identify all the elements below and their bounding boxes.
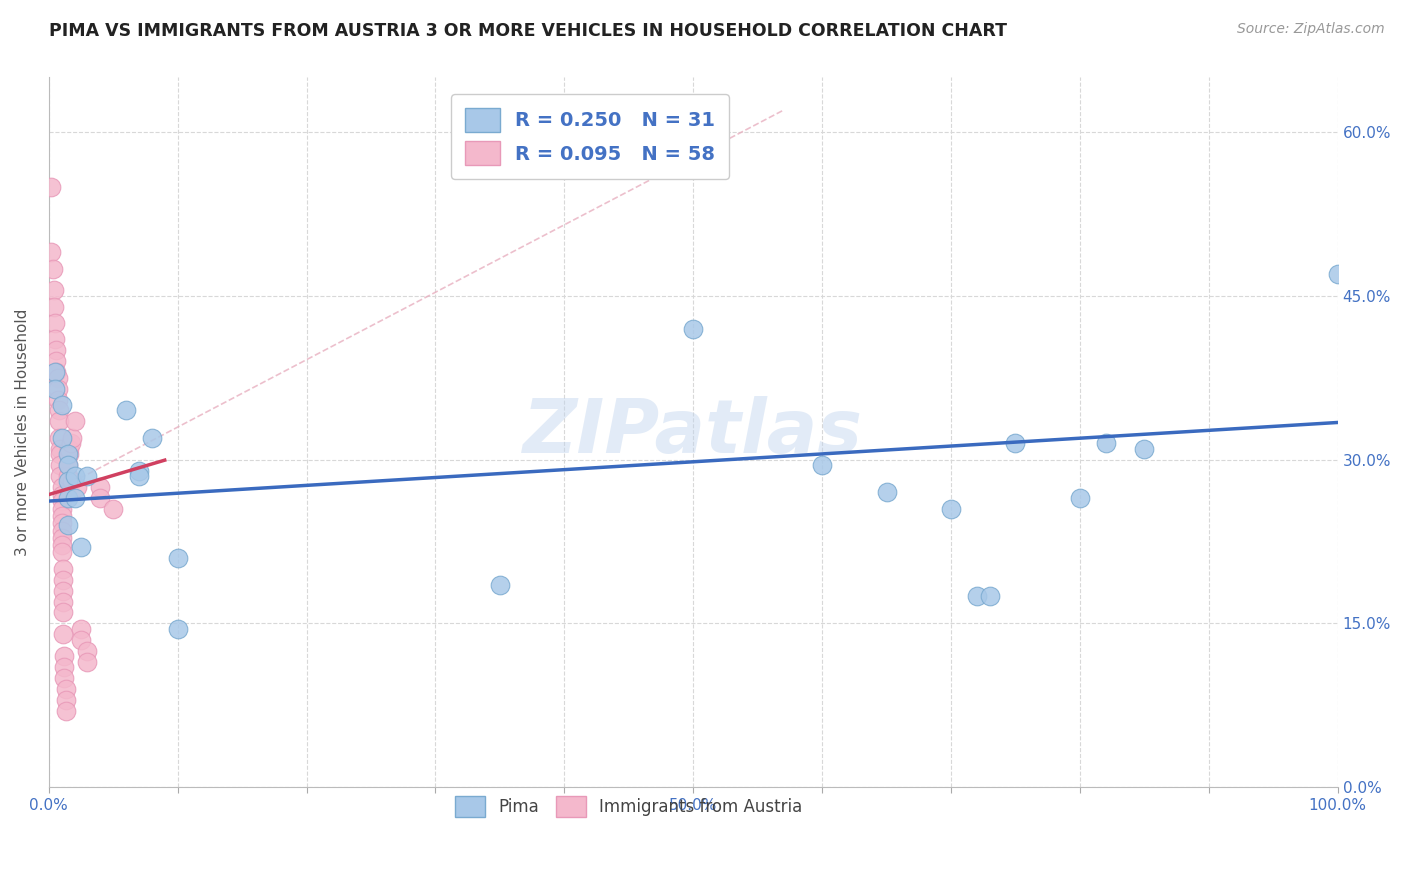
Legend: Pima, Immigrants from Austria: Pima, Immigrants from Austria xyxy=(447,788,811,825)
Point xyxy=(76,643,98,657)
Point xyxy=(51,480,73,494)
Point xyxy=(46,382,69,396)
Text: Source: ZipAtlas.com: Source: ZipAtlas.com xyxy=(1237,22,1385,37)
Point xyxy=(76,655,98,669)
Point xyxy=(1094,436,1116,450)
Point xyxy=(1326,267,1348,281)
Point xyxy=(42,300,65,314)
Point xyxy=(58,442,80,456)
Point xyxy=(103,501,125,516)
Point xyxy=(89,491,111,505)
Point xyxy=(44,382,66,396)
Point xyxy=(66,480,89,494)
Point xyxy=(60,475,83,489)
Point xyxy=(51,538,73,552)
Point xyxy=(49,458,72,472)
Point xyxy=(46,392,69,407)
Point xyxy=(51,501,73,516)
Point xyxy=(44,365,66,379)
Point xyxy=(939,501,962,516)
Point xyxy=(51,545,73,559)
Point xyxy=(141,431,163,445)
Point xyxy=(1004,436,1026,450)
Point xyxy=(56,491,79,505)
Point xyxy=(56,469,79,483)
Point xyxy=(811,458,834,472)
Point xyxy=(52,583,75,598)
Point xyxy=(41,245,63,260)
Point xyxy=(51,531,73,545)
Point xyxy=(70,622,93,636)
Text: PIMA VS IMMIGRANTS FROM AUSTRIA 3 OR MORE VEHICLES IN HOUSEHOLD CORRELATION CHAR: PIMA VS IMMIGRANTS FROM AUSTRIA 3 OR MOR… xyxy=(49,22,1007,40)
Point xyxy=(56,475,79,489)
Point xyxy=(45,354,67,368)
Point xyxy=(51,516,73,530)
Point xyxy=(55,693,77,707)
Point xyxy=(166,622,188,636)
Point xyxy=(48,403,70,417)
Point xyxy=(63,414,86,428)
Point xyxy=(63,491,86,505)
Point xyxy=(55,704,77,718)
Point xyxy=(166,550,188,565)
Point xyxy=(70,632,93,647)
Point xyxy=(41,179,63,194)
Point xyxy=(49,447,72,461)
Point xyxy=(1069,491,1091,505)
Point xyxy=(966,589,988,603)
Point xyxy=(979,589,1001,603)
Point xyxy=(49,442,72,456)
Point xyxy=(41,261,63,276)
Point xyxy=(53,649,76,664)
Point xyxy=(51,398,73,412)
Point xyxy=(45,365,67,379)
Point xyxy=(63,469,86,483)
Point xyxy=(52,562,75,576)
Point xyxy=(1133,442,1156,456)
Point xyxy=(60,431,83,445)
Point xyxy=(53,660,76,674)
Point xyxy=(56,447,79,461)
Point xyxy=(70,540,93,554)
Point xyxy=(51,431,73,445)
Point xyxy=(76,469,98,483)
Text: ZIPatlas: ZIPatlas xyxy=(523,396,863,469)
Y-axis label: 3 or more Vehicles in Household: 3 or more Vehicles in Household xyxy=(15,309,30,556)
Point xyxy=(52,627,75,641)
Point xyxy=(89,480,111,494)
Point xyxy=(56,458,79,472)
Point xyxy=(42,284,65,298)
Point xyxy=(115,403,138,417)
Point xyxy=(45,343,67,358)
Point xyxy=(51,487,73,501)
Point xyxy=(52,594,75,608)
Point xyxy=(48,431,70,445)
Point xyxy=(682,321,704,335)
Point xyxy=(489,578,512,592)
Point xyxy=(876,485,898,500)
Point xyxy=(51,524,73,538)
Point xyxy=(48,414,70,428)
Point xyxy=(52,606,75,620)
Point xyxy=(46,370,69,384)
Point xyxy=(52,573,75,587)
Point xyxy=(59,436,82,450)
Point xyxy=(44,316,66,330)
Point xyxy=(51,509,73,524)
Point xyxy=(58,447,80,461)
Point xyxy=(128,463,150,477)
Point xyxy=(56,458,79,472)
Point xyxy=(53,671,76,685)
Point xyxy=(56,518,79,533)
Point xyxy=(128,469,150,483)
Point xyxy=(44,333,66,347)
Point xyxy=(55,681,77,696)
Point xyxy=(51,494,73,508)
Point xyxy=(49,469,72,483)
